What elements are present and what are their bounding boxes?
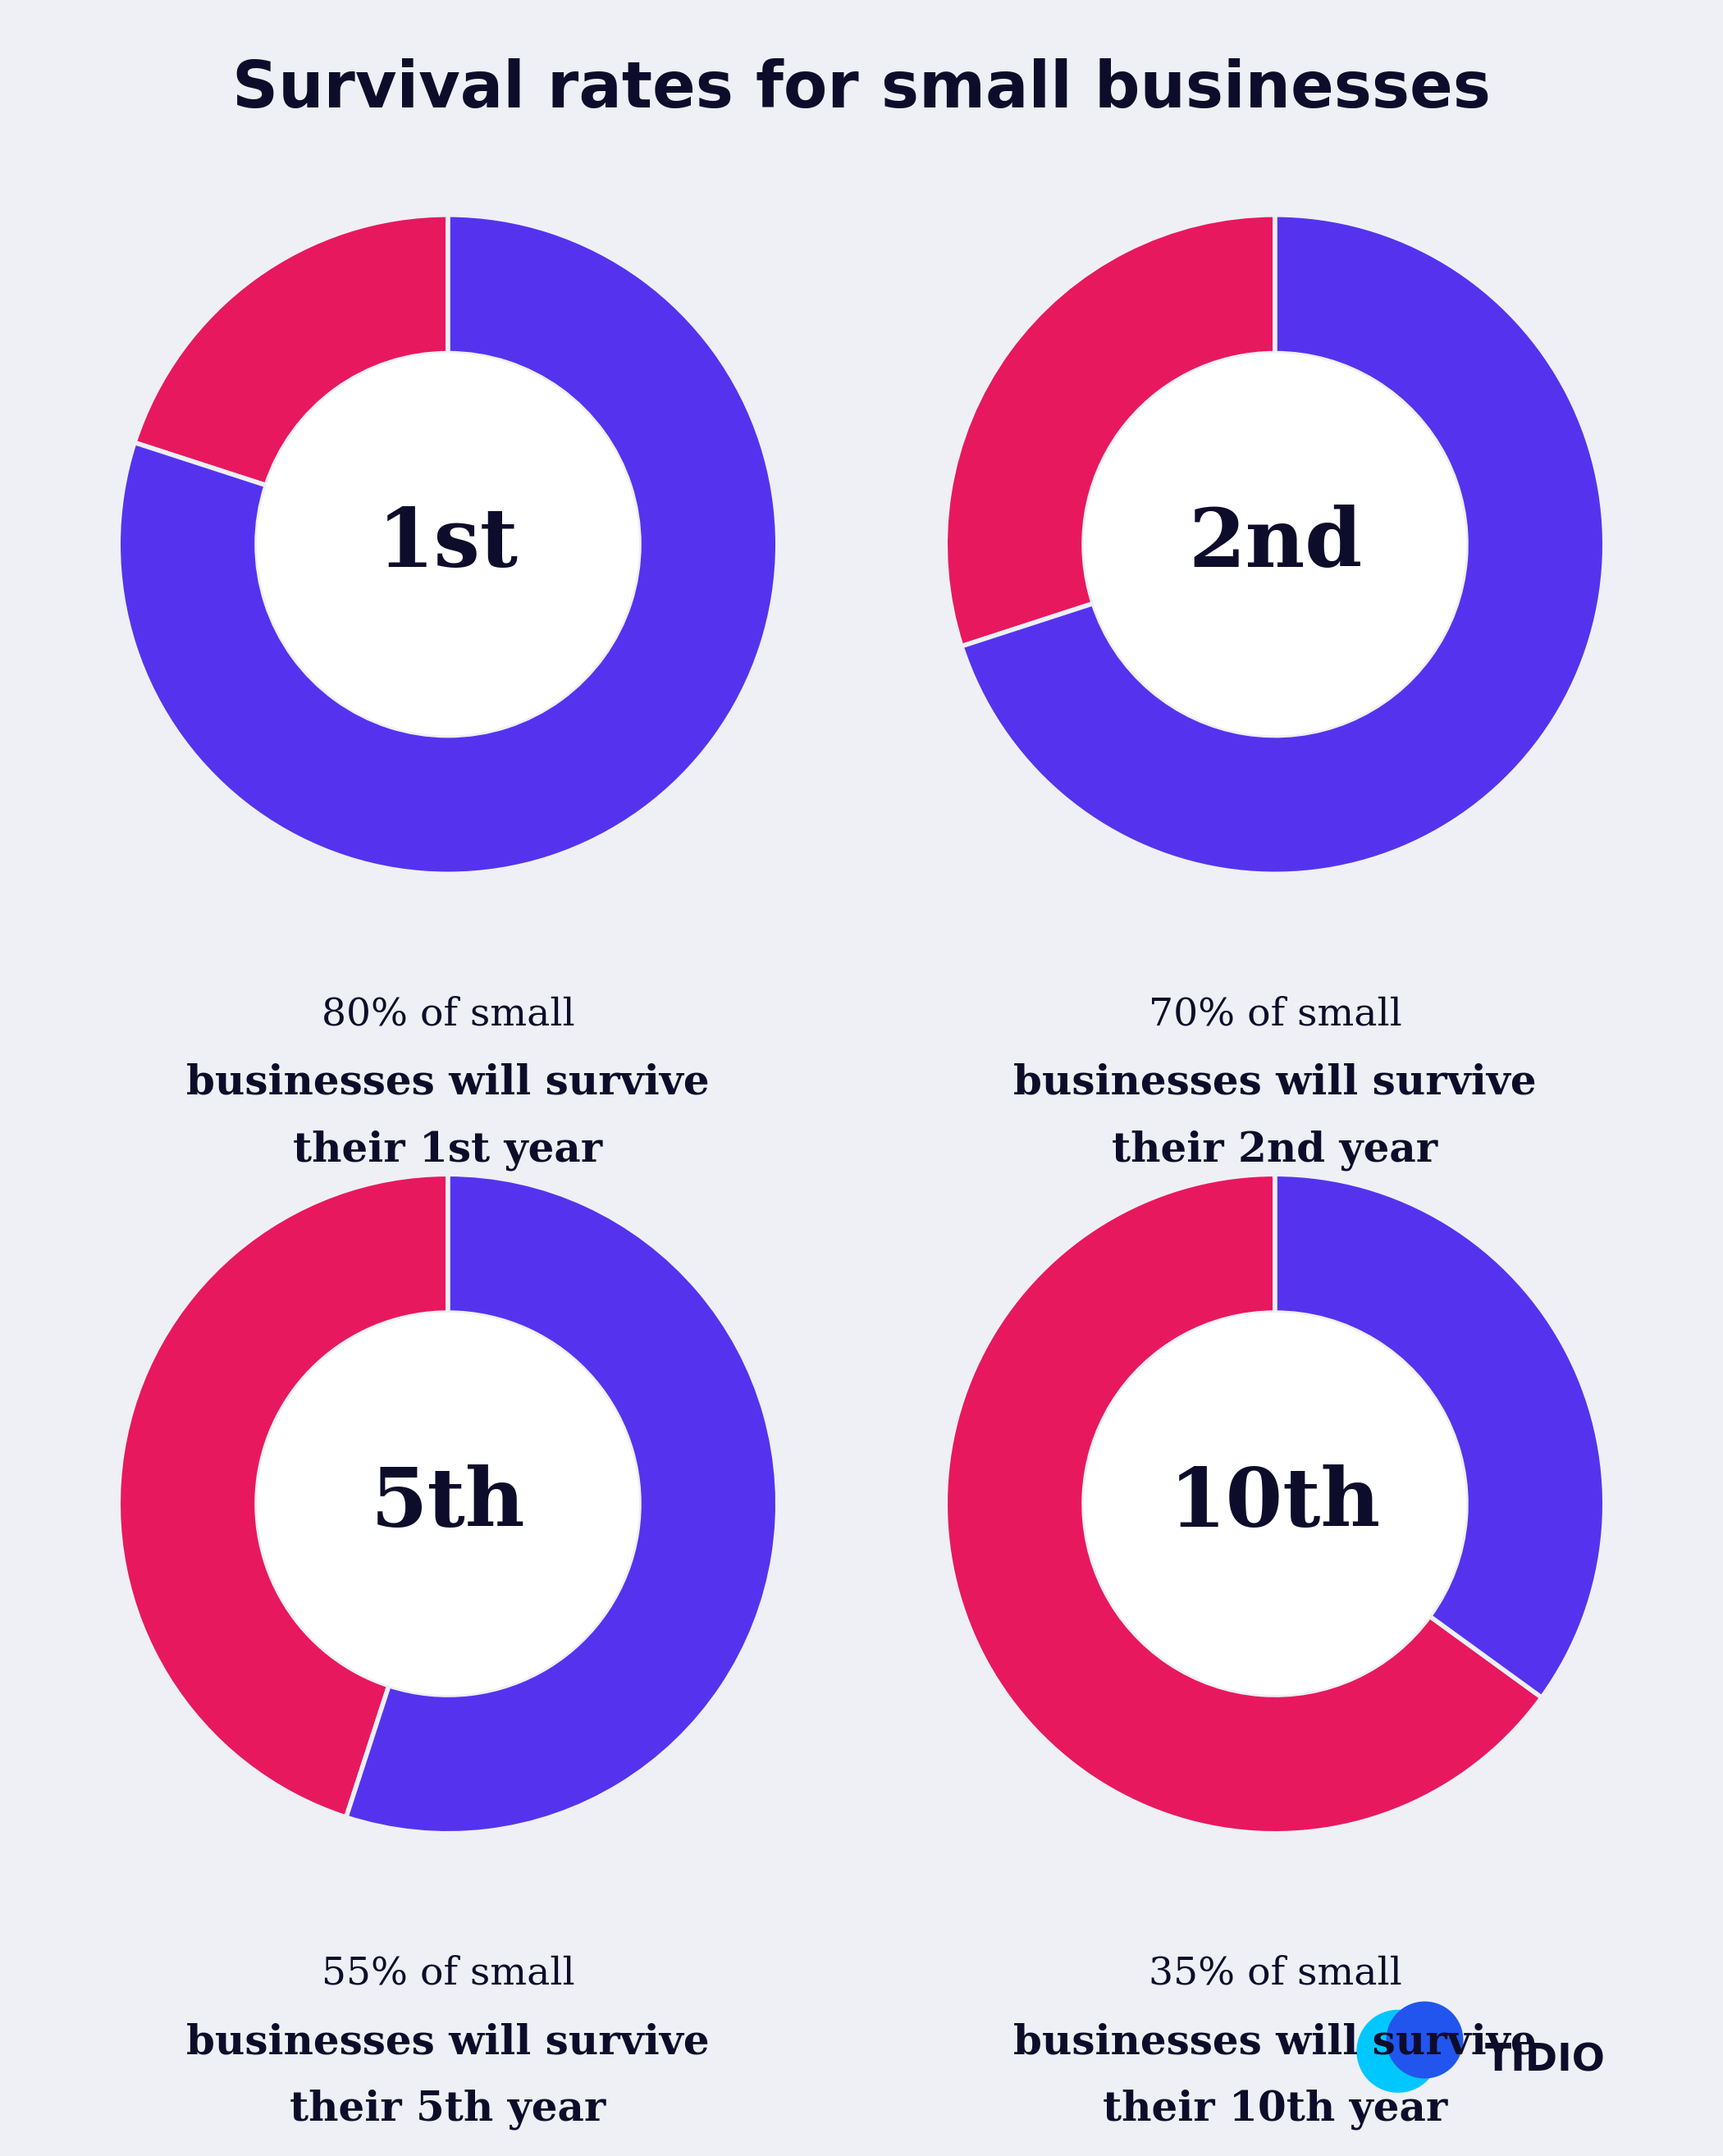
Text: businesses will survive: businesses will survive [186, 1063, 710, 1104]
Text: 10th: 10th [1170, 1464, 1380, 1544]
Text: 55% of small: 55% of small [322, 1955, 574, 1992]
Text: 70% of small: 70% of small [1148, 996, 1403, 1033]
Text: their 1st year: their 1st year [293, 1130, 603, 1171]
Wedge shape [961, 216, 1604, 873]
Text: Survival rates for small businesses: Survival rates for small businesses [233, 58, 1490, 121]
Text: 1st: 1st [377, 505, 519, 584]
Circle shape [1084, 1313, 1466, 1695]
Text: businesses will survive: businesses will survive [1013, 1063, 1537, 1104]
Wedge shape [946, 216, 1275, 647]
Text: their 5th year: their 5th year [289, 2089, 606, 2130]
Circle shape [1084, 354, 1466, 735]
Circle shape [257, 354, 639, 735]
Text: businesses will survive: businesses will survive [1013, 2022, 1537, 2063]
Text: TIDIO: TIDIO [1485, 2042, 1606, 2081]
Text: businesses will survive: businesses will survive [186, 2022, 710, 2063]
Text: 2nd: 2nd [1187, 505, 1363, 584]
Wedge shape [119, 1175, 448, 1818]
Wedge shape [134, 216, 448, 485]
Circle shape [1356, 2009, 1439, 2093]
Wedge shape [1275, 1175, 1604, 1697]
Wedge shape [346, 1175, 777, 1833]
Circle shape [257, 1313, 639, 1695]
Text: 35% of small: 35% of small [1148, 1955, 1403, 1992]
Text: their 10th year: their 10th year [1103, 2089, 1447, 2130]
Circle shape [1387, 2001, 1463, 2078]
Wedge shape [946, 1175, 1542, 1833]
Text: 80% of small: 80% of small [322, 996, 574, 1033]
Wedge shape [119, 216, 777, 873]
Text: their 2nd year: their 2nd year [1111, 1130, 1439, 1171]
Text: 5th: 5th [370, 1464, 526, 1544]
